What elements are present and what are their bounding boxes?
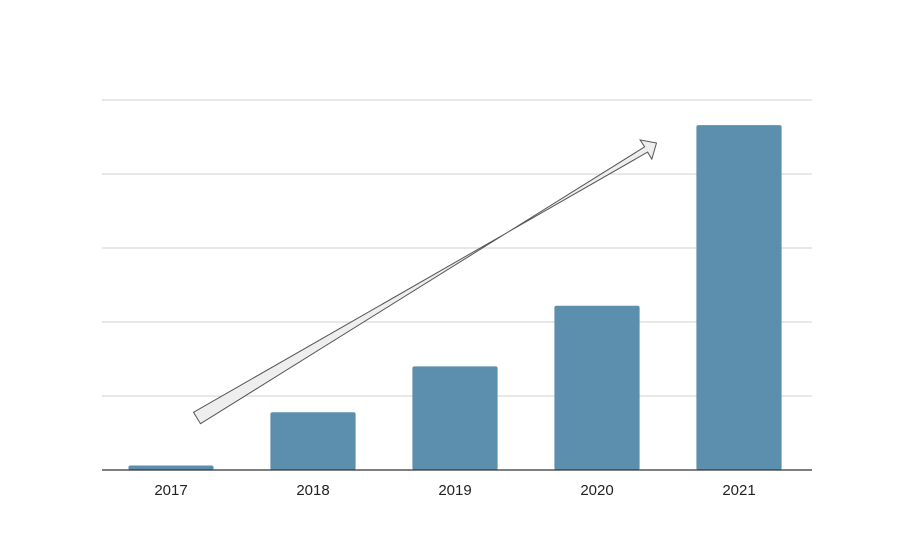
x-tick-label: 2017 bbox=[154, 482, 187, 499]
x-tick-label: 2020 bbox=[580, 482, 613, 499]
x-tick-label: 2019 bbox=[438, 482, 471, 499]
x-tick-label: 2018 bbox=[296, 482, 329, 499]
bars bbox=[128, 125, 782, 470]
bar-2017 bbox=[128, 465, 214, 470]
x-tick-labels: 2017 2018 2019 2020 2021 bbox=[154, 482, 755, 499]
bar-2019 bbox=[412, 366, 498, 470]
gridlines bbox=[102, 99, 812, 397]
bar-2021 bbox=[696, 125, 782, 470]
trend-arrow-annotation bbox=[192, 139, 658, 425]
bar-2020 bbox=[554, 305, 640, 470]
x-tick-label: 2021 bbox=[722, 482, 755, 499]
bar-2018 bbox=[270, 412, 356, 470]
